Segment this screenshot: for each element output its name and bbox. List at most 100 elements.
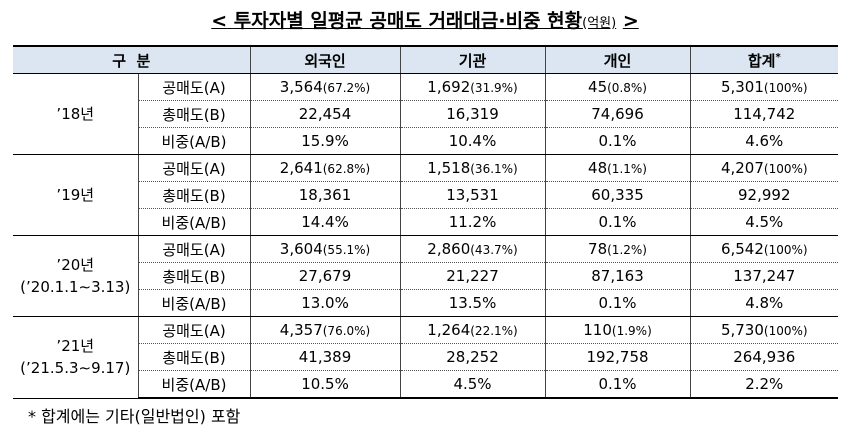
table: 구 분 외국인 기관 개인 합계* ’18년 공매도(A) 3,564(67.2%) 1,692… <box>13 45 839 399</box>
cell: 1,264(22.1%) <box>399 316 546 344</box>
cell: 45(0.8%) <box>544 73 691 101</box>
cell-value: 5,730 <box>720 321 764 339</box>
cell-value: 4.6% <box>745 132 784 150</box>
cell-share: (62.8%) <box>322 162 371 176</box>
cell-value: 13.5% <box>448 294 497 312</box>
cell: 4.6% <box>689 127 839 155</box>
group-label: ’21년 (’21.5.3∼9.17) <box>13 316 139 399</box>
cell: 264,936 <box>689 343 839 371</box>
cell-value: 2.2% <box>745 375 784 393</box>
cell: 14.4% <box>249 208 401 236</box>
cell-value: 1,692 <box>427 78 471 96</box>
header-cell: 구 분 <box>13 45 251 74</box>
cell: 60,335 <box>544 181 691 209</box>
cell-value: 87,163 <box>591 267 644 285</box>
cell-value: 4.5% <box>745 213 784 231</box>
cell-value: 4.5% <box>453 375 492 393</box>
cell: 15.9% <box>249 127 401 155</box>
row-label: 공매도(A) <box>137 73 251 101</box>
cell: 1,518(36.1%) <box>399 154 546 182</box>
cell-value: 92,992 <box>738 186 791 204</box>
cell-share: (1.2%) <box>607 243 647 257</box>
table-row: 총매도(B) 41,389 28,252 192,758 264,936 <box>13 343 839 371</box>
table-row: 비중(A/B) 15.9% 10.4% 0.1% 4.6% <box>13 127 839 155</box>
cell: 4,357(76.0%) <box>249 316 401 344</box>
cell-share: (1.9%) <box>611 324 652 338</box>
row-label: 공매도(A) <box>137 235 251 263</box>
cell: 2,860(43.7%) <box>399 235 546 263</box>
cell-value: 114,742 <box>733 105 796 123</box>
cell: 10.4% <box>399 127 546 155</box>
cell-share: (0.8%) <box>607 81 647 95</box>
cell: 5,730(100%) <box>689 316 839 344</box>
cell-value: 2,860 <box>427 240 471 258</box>
cell: 1,692(31.9%) <box>399 73 546 101</box>
cell-share: (36.1%) <box>470 162 518 176</box>
cell: 3,604(55.1%) <box>249 235 401 263</box>
cell: 0.1% <box>544 289 691 317</box>
cell-value: 27,679 <box>298 267 352 285</box>
title-close: > <box>622 10 639 32</box>
row-label: 총매도(B) <box>138 100 251 128</box>
cell-value: 110 <box>583 321 612 339</box>
cell: 16,319 <box>399 100 546 128</box>
cell: 10.5% <box>249 370 401 399</box>
cell-value: 0.1% <box>598 294 637 312</box>
cell: 192,758 <box>544 343 691 371</box>
cell: 3,564(67.2%) <box>249 73 401 101</box>
group-label: ’18년 <box>13 73 139 155</box>
cell: 92,992 <box>689 181 839 209</box>
group-label-line: (’20.1.1∼3.13) <box>20 278 131 296</box>
cell-value: 21,227 <box>446 267 499 285</box>
cell-share: (31.9%) <box>470 81 518 95</box>
table-row: ’19년 공매도(A) 2,641(62.8%) 1,518(36.1%) 48(1.1… <box>13 154 839 236</box>
title-main: 투자자별 일평균 공매도 거래대금·비중 현황 <box>233 10 583 32</box>
group-label-line: ’18년 <box>56 105 95 123</box>
row-label: 총매도(B) <box>138 343 251 371</box>
cell-value: 10.5% <box>301 375 349 393</box>
cell-share: (100%) <box>763 81 808 95</box>
row-label: 공매도(A) <box>137 316 251 344</box>
cell-share: (1.1%) <box>607 162 647 176</box>
cell-value: 78 <box>588 240 608 258</box>
cell: 114,742 <box>689 100 839 128</box>
cell-value: 4,207 <box>720 159 764 177</box>
cell-value: 18,361 <box>298 186 352 204</box>
table-row: 총매도(B) 18,361 13,531 60,335 92,992 <box>13 181 839 209</box>
title: < 투자자별 일평균 공매도 거래대금·비중 현황(억원) > <box>0 6 850 33</box>
row-label: 총매도(B) <box>138 262 251 290</box>
cell-value: 192,758 <box>586 348 649 366</box>
footnote: * 합계에는 기타(일반법인) 포함 <box>28 407 241 426</box>
cell-value: 28,252 <box>446 348 499 366</box>
row-label: 공매도(A) <box>137 154 251 182</box>
table-row: 비중(A/B) 10.5% 4.5% 0.1% 2.2% <box>13 370 839 399</box>
cell: 2,641(62.8%) <box>249 154 401 182</box>
cell: 13.5% <box>399 289 546 317</box>
row-label: 비중(A/B) <box>138 208 251 236</box>
cell-value: 3,564 <box>279 78 323 96</box>
cell-value: 48 <box>588 159 608 177</box>
row-label: 비중(A/B) <box>138 289 251 317</box>
table-row: 총매도(B) 22,454 16,319 74,696 114,742 <box>13 100 839 128</box>
cell: 41,389 <box>249 343 401 371</box>
cell-value: 10.4% <box>448 132 497 150</box>
group-label: ’20년 (’20.1.1∼3.13) <box>13 235 139 317</box>
cell-share: (43.7%) <box>470 243 518 257</box>
cell: 74,696 <box>544 100 691 128</box>
cell-value: 6,542 <box>720 240 764 258</box>
cell: 4.8% <box>689 289 839 317</box>
cell: 18,361 <box>249 181 401 209</box>
header-cell: 개인 <box>544 45 691 74</box>
cell: 11.2% <box>399 208 546 236</box>
cell-value: 13,531 <box>446 186 499 204</box>
header-cell: 합계* <box>689 45 839 74</box>
cell: 110(1.9%) <box>544 316 691 344</box>
group-label-line: ’21년 <box>56 337 95 356</box>
cell-value: 0.1% <box>598 213 637 231</box>
group-label-line: ’19년 <box>56 186 95 204</box>
cell: 28,252 <box>399 343 546 371</box>
header-mark: * <box>775 51 781 63</box>
cell: 87,163 <box>544 262 691 290</box>
cell-share: (100%) <box>763 162 808 176</box>
cell-value: 22,454 <box>298 105 352 123</box>
